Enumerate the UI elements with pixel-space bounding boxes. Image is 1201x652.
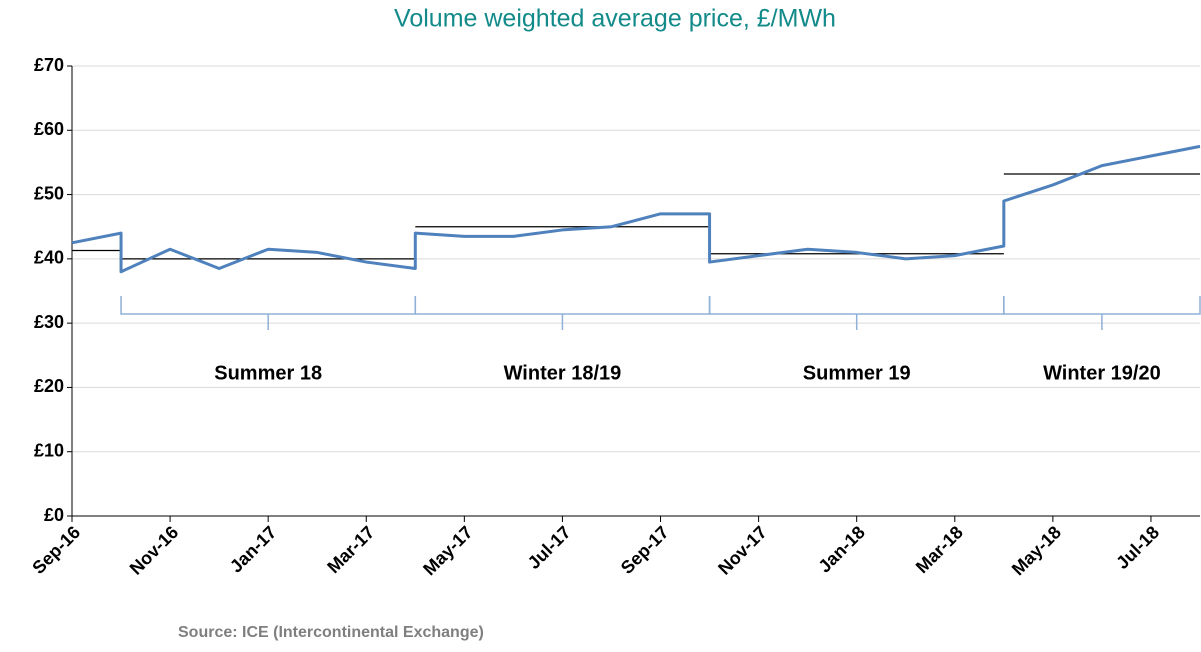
- period-bracket: [120, 296, 417, 330]
- y-tick-label: £20: [34, 376, 64, 396]
- y-tick-label: £70: [34, 55, 64, 75]
- x-tick-label: Sep-16: [28, 522, 84, 578]
- x-tick-label: Jan-17: [226, 522, 280, 576]
- y-tick-label: £50: [34, 183, 64, 203]
- x-tick-label: Jan-18: [814, 522, 868, 576]
- x-tick-label: Mar-18: [912, 522, 967, 577]
- x-tick-label: May-17: [419, 522, 476, 579]
- y-tick-label: £60: [34, 119, 64, 139]
- period-label: Summer 19: [803, 362, 911, 384]
- y-tick-label: £10: [34, 440, 64, 460]
- period-bracket: [708, 296, 1005, 330]
- period-bracket: [414, 296, 711, 330]
- source: Source: ICE (Intercontinental Exchange): [178, 624, 484, 641]
- period-label: Winter 19/20: [1043, 362, 1161, 384]
- price-line: [71, 144, 1201, 274]
- period-label: Summer 18: [214, 362, 322, 384]
- y-tick-label: £0: [44, 505, 64, 525]
- period-bracket: [1003, 296, 1201, 330]
- x-tick-label: Nov-17: [714, 522, 771, 579]
- y-tick-label: £40: [34, 248, 64, 268]
- x-tick-label: Jul-18: [1112, 522, 1163, 573]
- period-label: Winter 18/19: [504, 362, 622, 384]
- x-tick-label: Sep-17: [617, 522, 673, 578]
- x-tick-label: Mar-17: [323, 522, 378, 577]
- y-tick-label: £30: [34, 312, 64, 332]
- x-tick-label: Jul-17: [524, 522, 575, 573]
- x-tick-label: May-18: [1008, 522, 1065, 579]
- chart-title: Volume weighted average price, £/MWh: [394, 5, 836, 33]
- x-tick-label: Nov-16: [126, 522, 183, 579]
